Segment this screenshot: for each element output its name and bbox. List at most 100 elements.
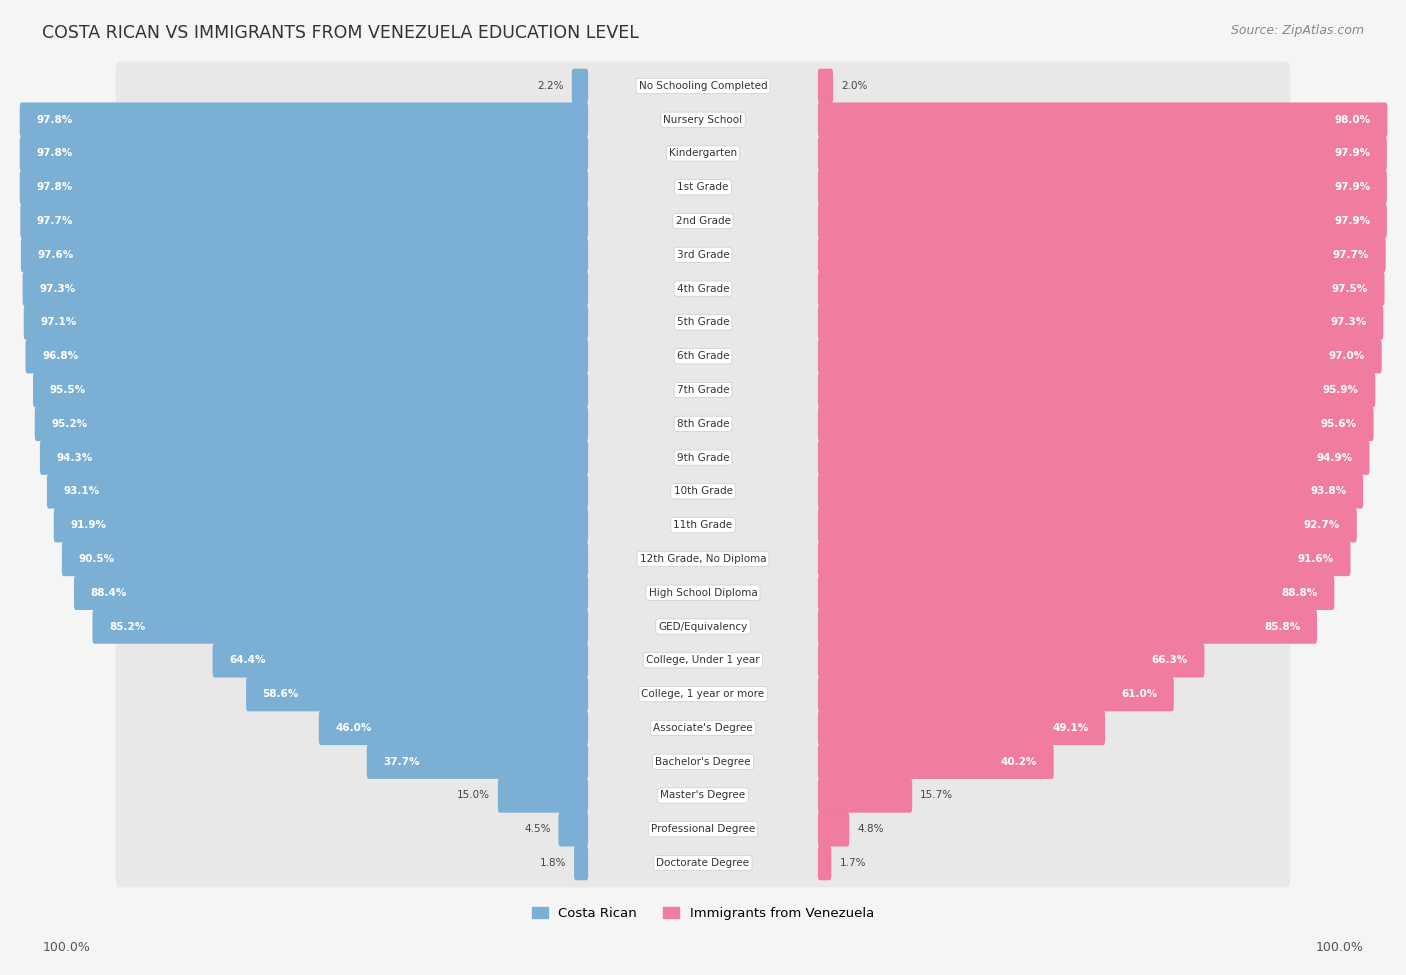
- Text: 94.9%: 94.9%: [1317, 452, 1353, 462]
- Text: 9th Grade: 9th Grade: [676, 452, 730, 462]
- FancyBboxPatch shape: [20, 204, 588, 238]
- FancyBboxPatch shape: [818, 441, 1369, 475]
- Text: 15.0%: 15.0%: [457, 791, 489, 800]
- FancyBboxPatch shape: [367, 745, 588, 779]
- FancyBboxPatch shape: [818, 677, 1174, 712]
- FancyBboxPatch shape: [32, 372, 588, 408]
- Text: Master's Degree: Master's Degree: [661, 791, 745, 800]
- Text: 93.1%: 93.1%: [63, 487, 100, 496]
- Text: 97.7%: 97.7%: [1333, 250, 1369, 260]
- FancyBboxPatch shape: [574, 845, 588, 880]
- FancyBboxPatch shape: [818, 778, 912, 813]
- FancyBboxPatch shape: [818, 238, 1386, 272]
- FancyBboxPatch shape: [818, 271, 1385, 306]
- FancyBboxPatch shape: [818, 204, 1386, 238]
- FancyBboxPatch shape: [115, 332, 1291, 380]
- FancyBboxPatch shape: [818, 305, 1384, 339]
- Text: Doctorate Degree: Doctorate Degree: [657, 858, 749, 868]
- Text: 97.8%: 97.8%: [37, 115, 73, 125]
- Text: 58.6%: 58.6%: [263, 689, 299, 699]
- Text: 97.9%: 97.9%: [1334, 182, 1371, 192]
- FancyBboxPatch shape: [212, 644, 588, 678]
- FancyBboxPatch shape: [818, 575, 1334, 610]
- FancyBboxPatch shape: [115, 366, 1291, 414]
- FancyBboxPatch shape: [62, 542, 588, 576]
- Text: 66.3%: 66.3%: [1152, 655, 1188, 665]
- FancyBboxPatch shape: [246, 677, 588, 712]
- FancyBboxPatch shape: [21, 238, 588, 272]
- FancyBboxPatch shape: [115, 603, 1291, 651]
- FancyBboxPatch shape: [20, 136, 588, 171]
- Text: Kindergarten: Kindergarten: [669, 148, 737, 159]
- Text: 97.8%: 97.8%: [37, 148, 73, 159]
- FancyBboxPatch shape: [818, 745, 1053, 779]
- FancyBboxPatch shape: [818, 136, 1386, 171]
- Text: 64.4%: 64.4%: [229, 655, 266, 665]
- Text: 97.6%: 97.6%: [38, 250, 73, 260]
- FancyBboxPatch shape: [93, 609, 588, 644]
- Text: 40.2%: 40.2%: [1001, 757, 1038, 766]
- Text: Nursery School: Nursery School: [664, 115, 742, 125]
- Text: 4.5%: 4.5%: [524, 824, 551, 835]
- Text: 10th Grade: 10th Grade: [673, 487, 733, 496]
- Text: 46.0%: 46.0%: [336, 722, 371, 733]
- Text: 93.8%: 93.8%: [1310, 487, 1347, 496]
- Text: 96.8%: 96.8%: [42, 351, 79, 361]
- FancyBboxPatch shape: [115, 838, 1291, 887]
- Text: 12th Grade, No Diploma: 12th Grade, No Diploma: [640, 554, 766, 564]
- FancyBboxPatch shape: [818, 508, 1357, 542]
- Text: 49.1%: 49.1%: [1052, 722, 1088, 733]
- Text: 1.8%: 1.8%: [540, 858, 567, 868]
- Text: 85.8%: 85.8%: [1264, 621, 1301, 632]
- Text: 100.0%: 100.0%: [42, 941, 90, 954]
- FancyBboxPatch shape: [818, 474, 1364, 509]
- FancyBboxPatch shape: [115, 400, 1291, 449]
- FancyBboxPatch shape: [818, 845, 831, 880]
- FancyBboxPatch shape: [25, 339, 588, 373]
- FancyBboxPatch shape: [35, 407, 588, 441]
- Text: 97.7%: 97.7%: [37, 216, 73, 226]
- FancyBboxPatch shape: [818, 542, 1351, 576]
- FancyBboxPatch shape: [39, 441, 588, 475]
- FancyBboxPatch shape: [46, 474, 588, 509]
- FancyBboxPatch shape: [115, 96, 1291, 144]
- FancyBboxPatch shape: [115, 737, 1291, 786]
- Text: 97.0%: 97.0%: [1329, 351, 1365, 361]
- FancyBboxPatch shape: [115, 568, 1291, 617]
- FancyBboxPatch shape: [498, 778, 588, 813]
- FancyBboxPatch shape: [818, 812, 849, 846]
- Text: 97.1%: 97.1%: [41, 318, 76, 328]
- Text: 95.6%: 95.6%: [1320, 419, 1357, 429]
- Text: 97.8%: 97.8%: [37, 182, 73, 192]
- Text: COSTA RICAN VS IMMIGRANTS FROM VENEZUELA EDUCATION LEVEL: COSTA RICAN VS IMMIGRANTS FROM VENEZUELA…: [42, 24, 640, 42]
- FancyBboxPatch shape: [115, 534, 1291, 583]
- Text: 37.7%: 37.7%: [384, 757, 420, 766]
- FancyBboxPatch shape: [115, 197, 1291, 246]
- Text: 2.0%: 2.0%: [841, 81, 868, 91]
- FancyBboxPatch shape: [75, 575, 588, 610]
- FancyBboxPatch shape: [558, 812, 588, 846]
- Text: 95.5%: 95.5%: [49, 385, 86, 395]
- FancyBboxPatch shape: [818, 372, 1375, 408]
- Text: 94.3%: 94.3%: [56, 452, 93, 462]
- FancyBboxPatch shape: [818, 407, 1374, 441]
- FancyBboxPatch shape: [818, 644, 1205, 678]
- Text: Professional Degree: Professional Degree: [651, 824, 755, 835]
- Text: 97.5%: 97.5%: [1331, 284, 1368, 293]
- Text: No Schooling Completed: No Schooling Completed: [638, 81, 768, 91]
- Text: 15.7%: 15.7%: [920, 791, 953, 800]
- Text: 91.6%: 91.6%: [1298, 554, 1334, 564]
- Text: 97.9%: 97.9%: [1334, 216, 1371, 226]
- FancyBboxPatch shape: [20, 102, 588, 136]
- FancyBboxPatch shape: [115, 771, 1291, 820]
- FancyBboxPatch shape: [115, 501, 1291, 550]
- Text: 91.9%: 91.9%: [70, 520, 107, 530]
- Text: 1st Grade: 1st Grade: [678, 182, 728, 192]
- Text: 90.5%: 90.5%: [79, 554, 114, 564]
- FancyBboxPatch shape: [22, 271, 588, 306]
- FancyBboxPatch shape: [115, 163, 1291, 212]
- Text: GED/Equivalency: GED/Equivalency: [658, 621, 748, 632]
- Text: 88.8%: 88.8%: [1281, 588, 1317, 598]
- Text: 61.0%: 61.0%: [1121, 689, 1157, 699]
- Text: 2nd Grade: 2nd Grade: [675, 216, 731, 226]
